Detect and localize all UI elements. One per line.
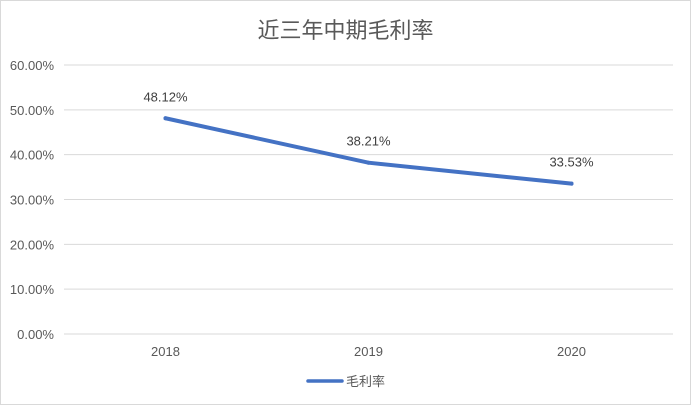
data-label: 33.53% [549, 155, 594, 170]
y-axis-tick-labels: 0.00% 10.00% 20.00% 30.00% 40.00% 50.00% 60.00… [10, 58, 55, 342]
data-label: 48.12% [143, 89, 188, 104]
data-point [366, 160, 371, 165]
chart-title: 近三年中期毛利率 [257, 19, 434, 44]
legend: 毛利率 [306, 374, 385, 390]
y-tick-label: 10.00% [10, 282, 55, 297]
x-tick-label: 2019 [354, 344, 383, 359]
data-point [569, 181, 574, 186]
series-layer [163, 116, 574, 186]
y-tick-label: 60.00% [10, 58, 55, 73]
x-tick-label: 2020 [557, 344, 586, 359]
series-line [163, 116, 574, 186]
y-tick-label: 20.00% [10, 237, 55, 252]
legend-label: 毛利率 [346, 374, 385, 390]
x-axis-tick-labels: 2018 2019 2020 [151, 344, 586, 359]
y-tick-label: 50.00% [10, 103, 55, 118]
x-tick-label: 2018 [151, 344, 180, 359]
data-label: 38.21% [346, 134, 391, 149]
y-tick-label: 40.00% [10, 148, 55, 163]
y-tick-label: 30.00% [10, 193, 55, 208]
gridlines [64, 64, 673, 335]
data-point [163, 116, 168, 121]
y-tick-label: 0.00% [17, 327, 54, 342]
data-labels: 48.12% 38.21% 33.53% [143, 89, 594, 169]
